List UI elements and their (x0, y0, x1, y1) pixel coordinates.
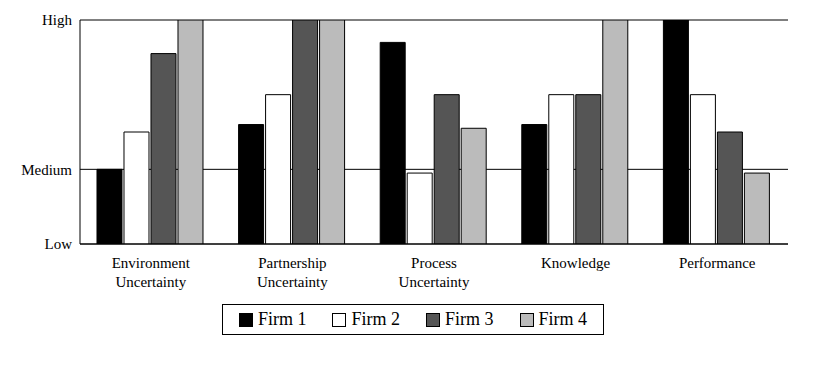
svg-text:High: High (42, 12, 73, 28)
svg-text:Performance: Performance (679, 255, 756, 271)
html-text:Firm 4: Firm 4 (538, 309, 587, 329)
svg-text:PartnershipUncertainty: PartnershipUncertainty (257, 255, 328, 290)
html-text:Firm 2: Firm 2 (351, 309, 400, 329)
svg-text:Knowledge: Knowledge (541, 255, 610, 271)
svg-text:EnvironmentUncertainty: EnvironmentUncertainty (112, 255, 191, 290)
svg-text:Low: Low (45, 236, 73, 252)
html-text:Firm 3: Firm 3 (445, 309, 494, 329)
html-text:Firm 1: Firm 1 (258, 309, 307, 329)
svg-text:Medium: Medium (21, 162, 72, 178)
svg-text:ProcessUncertainty: ProcessUncertainty (399, 255, 470, 290)
